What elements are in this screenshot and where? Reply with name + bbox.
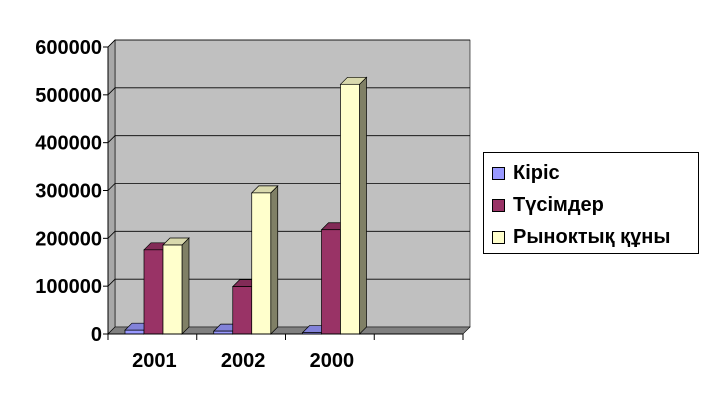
bar-side — [270, 185, 279, 335]
gridline — [107, 39, 470, 48]
bar-front — [124, 329, 145, 335]
bar-side — [359, 76, 367, 335]
legend-label: Рыноктық құны — [513, 225, 671, 248]
legend-swatch — [492, 166, 505, 180]
y-tick-label: 0 — [91, 324, 102, 346]
bar — [339, 76, 368, 335]
y-axis-ticks: 0 100000 200000 300000 400000 500000 600000 — [35, 37, 109, 346]
bar-front — [251, 192, 272, 335]
bar-front — [321, 229, 341, 335]
y-tick-label: 200000 — [35, 228, 102, 250]
bar-front — [232, 286, 253, 335]
y-tick-label: 400000 — [35, 133, 102, 155]
legend-item: Рыноктық құны — [492, 225, 670, 249]
legend-label: Түсімдер — [513, 193, 604, 216]
legend: Кіріс Түсімдер Рыноктық құны — [483, 152, 699, 254]
legend-label: Кіріс — [513, 161, 560, 184]
bar-front — [143, 249, 164, 335]
legend-swatch — [492, 230, 505, 244]
bar-front — [162, 244, 183, 335]
y-tick-label: 100000 — [35, 276, 102, 298]
bar — [250, 185, 279, 335]
legend-item: Кіріс — [492, 161, 560, 185]
bar-side — [181, 237, 190, 335]
x-tick-label: 2001 — [132, 350, 177, 372]
x-axis-ticks: 2001 2002 2000 — [107, 333, 464, 372]
legend-item: Түсімдер — [492, 193, 604, 217]
x-tick-label: 2002 — [221, 350, 266, 372]
y-tick-label: 500000 — [35, 85, 102, 107]
legend-swatch — [492, 198, 505, 212]
y-tick-label: 600000 — [35, 37, 102, 59]
bars — [124, 76, 368, 335]
x-tick-label: 2000 — [310, 350, 355, 372]
bar-front — [340, 83, 360, 335]
bar — [162, 237, 190, 335]
y-tick-label: 300000 — [35, 181, 102, 203]
